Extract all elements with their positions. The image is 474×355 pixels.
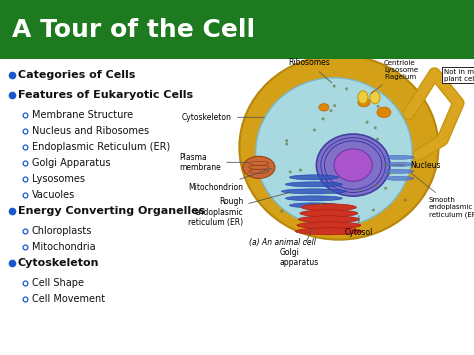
Ellipse shape [377,107,391,118]
Text: Endoplasmic Reticulum (ER): Endoplasmic Reticulum (ER) [32,142,170,152]
Text: Mitochondria: Mitochondria [32,241,96,252]
Ellipse shape [383,164,386,166]
Ellipse shape [285,196,342,201]
Ellipse shape [290,175,338,180]
Text: Golgi Apparatus: Golgi Apparatus [32,158,110,168]
Text: Nucleus: Nucleus [392,160,440,170]
Ellipse shape [372,208,375,212]
Ellipse shape [299,216,359,223]
Ellipse shape [377,105,380,108]
Ellipse shape [388,172,391,175]
Text: Plasma
membrane: Plasma membrane [180,153,248,172]
Ellipse shape [384,155,414,159]
Ellipse shape [345,87,348,90]
Ellipse shape [333,104,336,107]
Ellipse shape [290,203,338,208]
Ellipse shape [280,210,283,213]
Ellipse shape [374,126,377,129]
Text: Features of Eukaryotic Cells: Features of Eukaryotic Cells [18,89,193,99]
Ellipse shape [358,98,370,107]
Ellipse shape [297,222,361,229]
Ellipse shape [285,139,288,142]
Text: Membrane Structure: Membrane Structure [32,110,133,120]
Ellipse shape [299,169,302,171]
Text: Rough
endoplasmic
reticulum (ER): Rough endoplasmic reticulum (ER) [188,192,291,227]
Text: Cytoskeleton: Cytoskeleton [18,258,100,268]
Ellipse shape [384,176,414,180]
Ellipse shape [255,78,412,227]
Bar [0,0,474,59]
Text: Nucleus and Ribosomes: Nucleus and Ribosomes [32,126,149,136]
Text: (a) An animal cell: (a) An animal cell [249,238,316,247]
Ellipse shape [316,134,390,196]
Ellipse shape [384,162,414,166]
Ellipse shape [384,187,387,190]
Ellipse shape [300,210,358,217]
Ellipse shape [374,184,377,187]
Text: Ribosomes: Ribosomes [288,58,332,83]
Text: Cell Movement: Cell Movement [32,294,105,304]
Text: Chloroplasts: Chloroplasts [32,225,92,236]
Text: Cell Shape: Cell Shape [32,278,84,288]
Ellipse shape [321,118,325,120]
Text: Energy Converting Organelles: Energy Converting Organelles [18,206,205,215]
Ellipse shape [285,182,342,187]
Ellipse shape [319,104,329,111]
Ellipse shape [376,138,379,141]
Text: Cytosol: Cytosol [345,216,373,237]
Ellipse shape [358,91,368,104]
Text: Cytoskeleton: Cytoskeleton [182,113,264,122]
Ellipse shape [239,55,438,240]
Text: Centriole
Lysosome
Flagelum: Centriole Lysosome Flagelum [371,60,418,94]
Bar [220,59,474,355]
Ellipse shape [301,204,356,211]
Text: Lysosomes: Lysosomes [32,174,85,184]
Text: Categories of Cells: Categories of Cells [18,70,136,80]
Ellipse shape [384,169,414,173]
Ellipse shape [363,98,366,100]
Text: Mitochondrion: Mitochondrion [188,168,272,192]
Text: Vacuoles: Vacuoles [32,190,75,200]
Ellipse shape [243,156,275,178]
Ellipse shape [333,84,336,88]
Ellipse shape [370,91,380,104]
Ellipse shape [289,170,292,173]
Text: A Tour of the Cell: A Tour of the Cell [12,18,255,43]
Ellipse shape [285,143,288,146]
Ellipse shape [358,189,361,192]
Ellipse shape [334,149,372,181]
Ellipse shape [282,189,346,194]
Ellipse shape [313,129,316,131]
Ellipse shape [329,109,332,112]
Ellipse shape [319,203,322,206]
Text: Not in most
plant cells: Not in most plant cells [444,69,474,82]
Ellipse shape [365,121,369,124]
Text: Golgi
apparatus: Golgi apparatus [279,228,319,267]
Text: Smooth
endoplasmic
reticulum (ER): Smooth endoplasmic reticulum (ER) [411,173,474,218]
Ellipse shape [295,228,363,235]
Ellipse shape [328,191,331,193]
Ellipse shape [404,198,407,202]
